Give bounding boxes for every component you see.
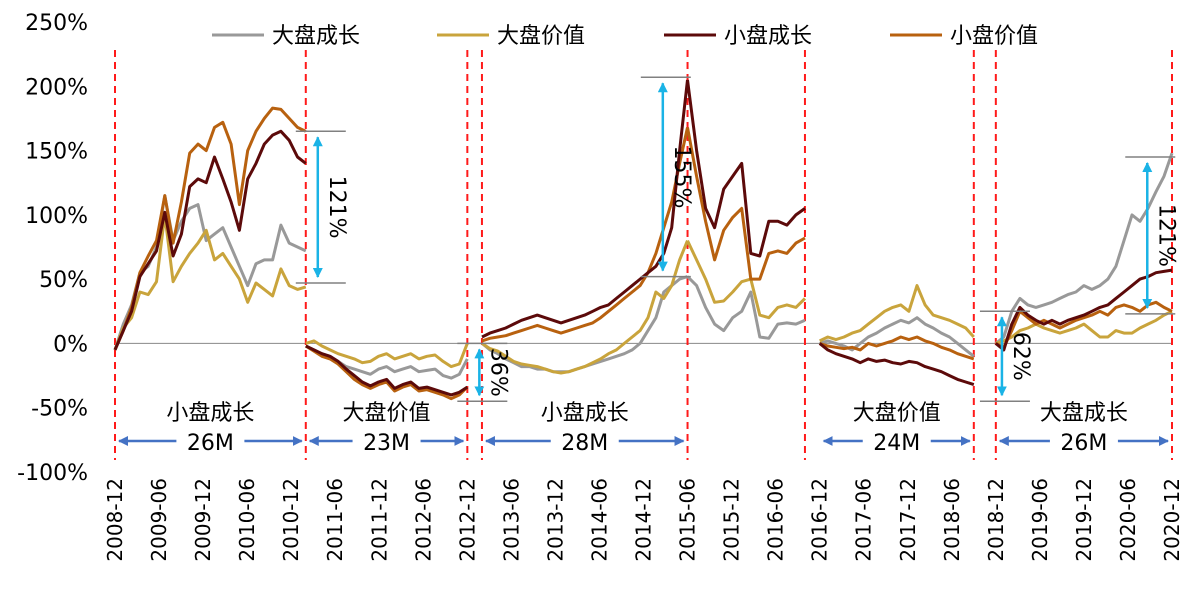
delta-label: 36% [485,348,510,397]
y-tick-label: 100% [25,204,88,229]
x-tick-label: 2014-06 [587,478,611,562]
x-tick-label: 2016-12 [808,478,832,562]
x-axis: 2008-12 2009-06 2009-12 2010-06 2010-12 2011-… [103,478,1184,562]
series-line-3 [113,106,307,351]
x-tick-label: 2019-12 [1072,478,1096,562]
x-tick-label: 2013-06 [499,478,523,562]
x-tick-label: 2009-12 [191,478,215,562]
y-tick-label: 0% [53,332,88,357]
regime-dividers [114,50,1173,460]
x-tick-label: 2017-12 [896,478,920,562]
duration-label-bg [550,430,619,454]
duration-label-bg [352,430,421,454]
series-line-1 [113,213,307,351]
duration-label: 23M [363,431,410,456]
x-tick-label: 2010-06 [235,478,259,562]
y-axis: -100% -50% 0% 50% 100% 150% 200% 250% [17,11,88,486]
y-tick-label: 200% [25,75,88,100]
legend-label: 大盘价值 [497,24,585,49]
x-tick-label: 2016-06 [764,478,788,562]
x-tick-label: 2018-12 [984,478,1008,562]
series-line-1 [305,339,469,369]
legend-label: 小盘价值 [950,24,1038,49]
y-tick-label: 150% [25,140,88,165]
regime-label: 大盘成长 [1040,401,1128,426]
series-line-3 [995,300,1173,349]
series-line-2 [481,79,689,339]
x-tick-label: 2011-06 [323,478,347,562]
annotations: 121% 36% 155% 62% 121% [295,76,1178,403]
legend-label: 大盘成长 [272,24,360,49]
legend: 大盘成长 大盘价值 小盘成长 小盘价值 [212,24,1038,49]
series-line-1 [995,309,1173,345]
x-tick-label: 2012-12 [455,478,479,562]
series-line-2 [686,79,806,258]
regime-label: 小盘成长 [541,401,629,426]
y-tick-label: 50% [39,268,88,293]
duration-label-bg [1049,430,1118,454]
x-tick-label: 2020-06 [1116,478,1140,562]
x-tick-label: 2011-12 [367,478,391,562]
regime-labels: 小盘成长 26M 大盘价值 23M 小盘成长 28M 大盘价值 24M 大盘成长 26M [118,401,1169,456]
x-tick-label: 2017-06 [852,478,876,562]
x-tick-label: 2010-12 [279,478,303,562]
delta-label: 121% [324,176,349,239]
series-line-2 [305,344,469,397]
series-line-1 [481,240,689,375]
duration-label-bg [862,430,931,454]
legend-label: 小盘成长 [724,24,812,49]
series-line-1 [819,284,975,343]
series-line-3 [686,127,806,281]
delta-label: 62% [1008,332,1033,381]
x-tick-label: 2014-12 [632,478,656,562]
series-line-2 [818,342,975,387]
delta-label: 121% [1153,204,1178,267]
duration-label: 28M [561,431,608,456]
y-tick-label: -50% [31,397,88,422]
regime-label: 大盘价值 [343,401,431,426]
y-tick-label: 250% [25,11,88,36]
duration-label: 24M [873,431,920,456]
regime-label: 小盘成长 [166,401,254,426]
x-tick-label: 2015-12 [720,478,744,562]
duration-label: 26M [187,431,234,456]
duration-label-bg [176,430,245,454]
duration-label: 26M [1060,431,1107,456]
series-line-0 [819,316,975,358]
x-tick-label: 2015-06 [676,478,700,562]
x-tick-label: 2019-06 [1028,478,1052,562]
x-tick-label: 2013-12 [543,478,567,562]
series-line-2 [113,129,307,351]
x-tick-label: 2018-06 [940,478,964,562]
delta-label: 155% [669,145,694,208]
y-tick-label: -100% [17,461,88,486]
series-line-3 [819,335,975,361]
x-tick-label: 2008-12 [103,478,127,562]
x-tick-label: 2012-06 [411,478,435,562]
series-line-3 [481,127,689,343]
x-tick-label: 2009-06 [147,478,171,562]
series-lines [113,79,1174,401]
series-line-3 [305,344,469,401]
regime-label: 大盘价值 [853,401,941,426]
series-line-1 [686,239,807,320]
series-line-0 [686,275,806,340]
x-tick-label: 2020-12 [1160,478,1184,562]
